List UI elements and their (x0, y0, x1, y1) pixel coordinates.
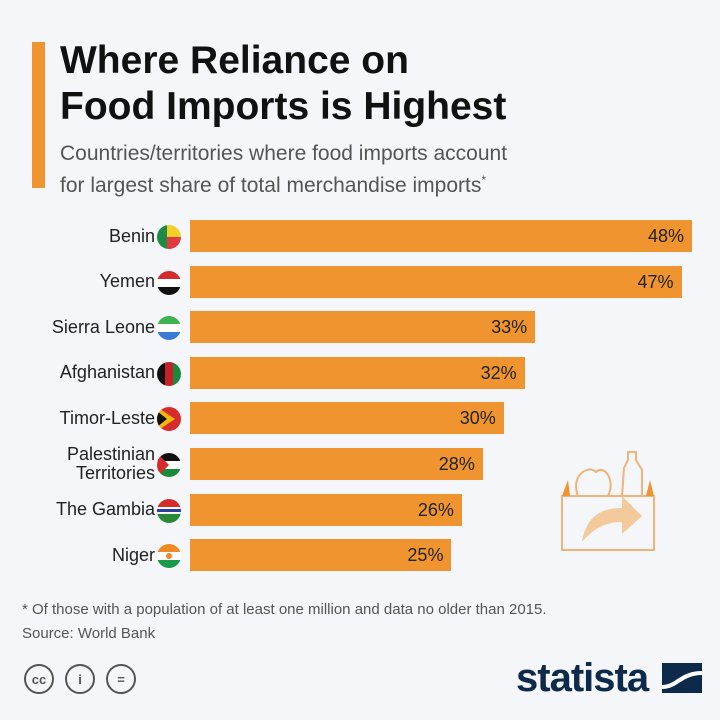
data-label: 25% (407, 545, 444, 566)
footnote-mark: * (481, 173, 487, 187)
bar-row: Yemen 47% (0, 265, 720, 298)
bar-row: The Gambia 26% (0, 493, 720, 526)
attribution-icon[interactable]: i (65, 664, 95, 694)
by-text: i (78, 671, 82, 687)
chart-title: Where Reliance on Food Imports is Highest (60, 38, 506, 130)
category-label: Benin (108, 225, 155, 246)
bar: 47% (190, 265, 682, 298)
flag-icon (157, 544, 181, 569)
bar-row: Palestinian Territories 28% (0, 444, 720, 483)
category-label: Timor-Leste (59, 407, 155, 428)
flag-icon (157, 407, 181, 432)
data-label: 26% (417, 499, 454, 520)
no-derivatives-icon[interactable]: = (106, 664, 136, 694)
category-label: Afghanistan (59, 362, 155, 383)
data-label: 28% (438, 454, 475, 474)
flag-icon (157, 498, 181, 523)
source: Source: World Bank (22, 625, 156, 642)
logo-text: statista (516, 656, 649, 700)
title-accent-bar (32, 42, 45, 188)
statista-logo-mark-icon (662, 663, 703, 693)
data-label: 47% (637, 271, 674, 292)
bar: 30% (190, 402, 504, 435)
category-label: Sierra Leone (51, 316, 155, 337)
bar: 32% (190, 356, 525, 389)
bar: 48% (190, 220, 692, 252)
data-label: 48% (647, 226, 684, 246)
bar: 28% (190, 448, 483, 480)
cc-license-icon[interactable]: cc (24, 664, 54, 694)
category-label: Niger (111, 544, 155, 565)
bar: 33% (190, 311, 536, 344)
subtitle-line-1: Countries/territories where food imports… (60, 142, 508, 165)
bar-row: Benin 48% (0, 220, 720, 252)
footnote-block: * Of those with a population of at least… (22, 598, 547, 646)
data-label: 30% (459, 408, 496, 429)
subtitle-line-2: for largest share of total merchandise i… (60, 174, 482, 197)
category-label: Palestinian Territories (66, 444, 155, 483)
nd-text: = (117, 671, 125, 687)
bar-row: Sierra Leone 33% (0, 311, 720, 344)
title-line-1: Where Reliance on (60, 39, 409, 82)
bar: 25% (190, 539, 452, 572)
data-label: 32% (480, 362, 517, 383)
flag-icon (157, 225, 181, 249)
bar-row: Niger 25% (0, 539, 720, 572)
category-label: The Gambia (55, 499, 155, 520)
data-label: 33% (491, 317, 528, 338)
flag-icon (157, 270, 181, 295)
flag-icon (157, 316, 181, 341)
bar-row: Afghanistan 32% (0, 356, 720, 389)
cc-text: cc (31, 671, 47, 687)
flag-icon (157, 453, 181, 477)
statista-logo[interactable]: statista (516, 656, 703, 701)
bar-row: Timor-Leste 30% (0, 402, 720, 435)
bar: 26% (190, 493, 462, 526)
title-line-2: Food Imports is Highest (60, 85, 507, 128)
category-label: Yemen (99, 271, 155, 292)
footnote: * Of those with a population of at least… (22, 601, 547, 618)
grocery-bag-icon (561, 451, 655, 551)
flag-icon (157, 361, 181, 386)
chart-subtitle: Countries/territories where food imports… (60, 140, 507, 199)
